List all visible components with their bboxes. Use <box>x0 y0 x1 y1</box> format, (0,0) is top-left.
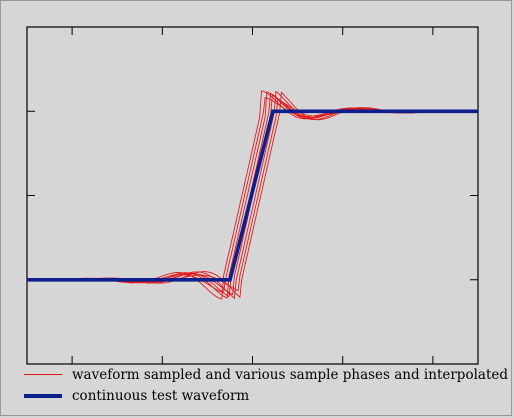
legend-label-sampled: waveform sampled and various sample phas… <box>72 366 509 383</box>
continuous-waveform-line <box>27 109 478 282</box>
chart-legend: waveform sampled and various sample phas… <box>24 364 510 406</box>
continuous-series <box>27 109 478 282</box>
legend-item-sampled: waveform sampled and various sample phas… <box>24 364 510 385</box>
legend-label-continuous: continuous test waveform <box>72 387 250 404</box>
legend-item-continuous: continuous test waveform <box>24 385 510 406</box>
legend-swatch-continuous <box>24 393 62 398</box>
legend-swatch-sampled <box>24 374 62 375</box>
